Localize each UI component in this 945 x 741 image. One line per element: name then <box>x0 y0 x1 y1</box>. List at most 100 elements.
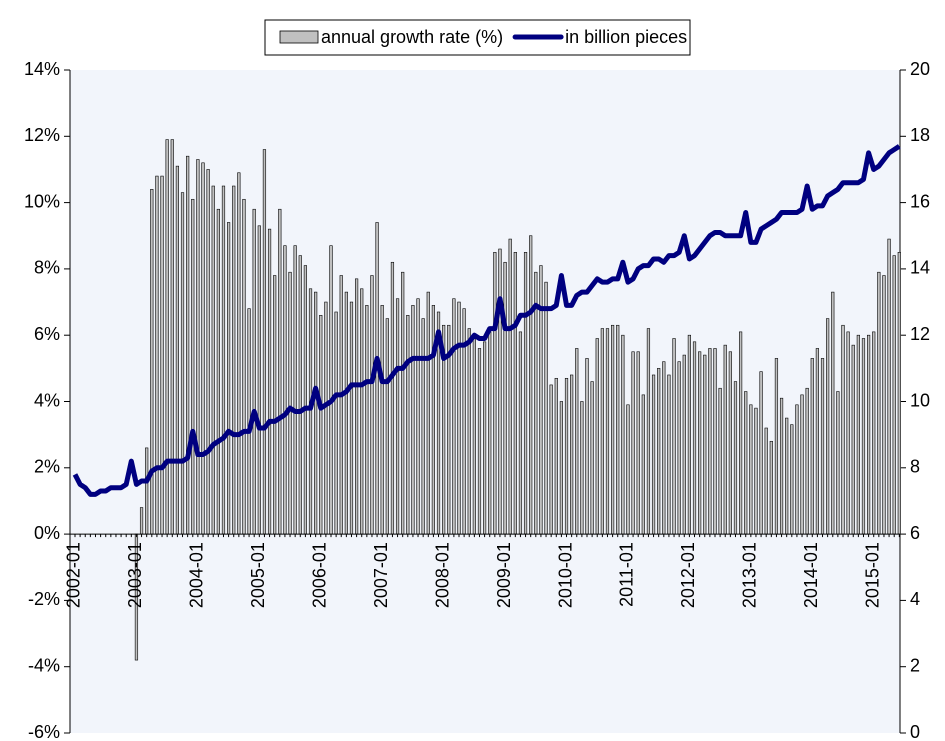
bar <box>815 348 819 535</box>
bar <box>795 404 799 535</box>
x-tick-label: 2008-01 <box>432 542 452 608</box>
bar <box>278 208 282 535</box>
bar <box>861 338 866 535</box>
bar <box>575 348 579 535</box>
bar <box>406 315 410 535</box>
bar <box>472 338 476 535</box>
bar <box>600 328 604 535</box>
y2-tick-label: 0 <box>910 722 920 741</box>
bar <box>416 298 420 535</box>
bar <box>872 331 876 535</box>
bar <box>749 404 753 535</box>
y-tick-label: 0% <box>34 523 60 543</box>
bar <box>201 162 205 535</box>
bar <box>390 261 395 535</box>
y2-tick-label: 12 <box>910 324 930 344</box>
x-tick-label: 2006-01 <box>310 542 330 608</box>
bar <box>774 358 779 535</box>
bar <box>856 334 860 535</box>
y-tick-label: 10% <box>24 191 60 211</box>
bar <box>820 358 825 535</box>
bar <box>779 397 784 535</box>
bar <box>595 338 599 535</box>
bar <box>303 265 308 535</box>
bar <box>836 391 840 535</box>
bar <box>877 271 881 535</box>
bar <box>196 159 200 535</box>
bar <box>759 371 763 535</box>
bar <box>227 222 231 535</box>
bar <box>585 358 589 535</box>
bar <box>477 348 482 535</box>
bar <box>698 351 702 535</box>
bar <box>385 318 389 535</box>
bar <box>590 381 594 535</box>
bar <box>687 334 691 535</box>
bar <box>457 301 461 535</box>
bar <box>667 374 671 535</box>
bar <box>349 301 354 535</box>
bar <box>401 271 405 535</box>
bar <box>283 245 287 535</box>
bar <box>554 377 558 535</box>
bar <box>682 354 686 535</box>
bar <box>160 175 164 535</box>
x-tick-label: 2002-01 <box>64 542 84 608</box>
bar <box>467 328 471 535</box>
bar <box>411 305 415 535</box>
bar <box>764 427 768 535</box>
y2-tick-label: 10 <box>910 390 930 410</box>
y2-tick-label: 18 <box>910 125 930 145</box>
x-tick-label: 2007-01 <box>371 542 391 608</box>
bar <box>206 169 210 535</box>
bar <box>216 208 220 535</box>
bar <box>841 324 845 535</box>
y2-tick-label: 14 <box>910 258 930 278</box>
bar <box>175 165 180 535</box>
bar <box>308 288 313 535</box>
legend-swatch <box>279 30 319 44</box>
bar <box>237 172 241 535</box>
x-tick-label: 2005-01 <box>248 542 268 608</box>
bar <box>866 334 871 535</box>
bar <box>262 149 267 535</box>
bar <box>421 318 425 535</box>
bar <box>831 291 835 535</box>
bar <box>145 447 149 535</box>
bar <box>242 198 246 535</box>
x-tick-label: 2004-01 <box>187 542 207 608</box>
bar <box>395 298 400 535</box>
x-tick-label: 2012-01 <box>678 542 698 608</box>
bar <box>426 291 430 535</box>
bar <box>252 208 256 535</box>
bar <box>692 341 697 535</box>
bar <box>641 394 645 535</box>
bar <box>513 252 517 535</box>
bar <box>544 281 548 535</box>
bar <box>339 275 343 535</box>
bar <box>826 318 830 535</box>
x-tick-label: 2009-01 <box>494 542 514 608</box>
bar <box>329 245 333 535</box>
bar <box>851 344 855 535</box>
y2-tick-label: 16 <box>910 191 930 211</box>
bar <box>616 324 620 535</box>
bar <box>452 298 456 535</box>
bar <box>846 331 850 535</box>
y-tick-label: 14% <box>24 59 60 79</box>
bar <box>232 185 236 535</box>
bar <box>713 348 717 535</box>
bar <box>365 305 369 535</box>
bar <box>324 301 328 535</box>
bar <box>610 324 615 535</box>
bar <box>267 228 272 535</box>
legend-label: annual growth rate (%) <box>321 27 503 47</box>
bar <box>549 384 553 535</box>
bar <box>651 374 656 535</box>
bar <box>314 291 318 535</box>
bar <box>288 271 292 535</box>
bar <box>180 192 185 535</box>
bar <box>810 358 814 535</box>
y-tick-label: 12% <box>24 125 60 145</box>
